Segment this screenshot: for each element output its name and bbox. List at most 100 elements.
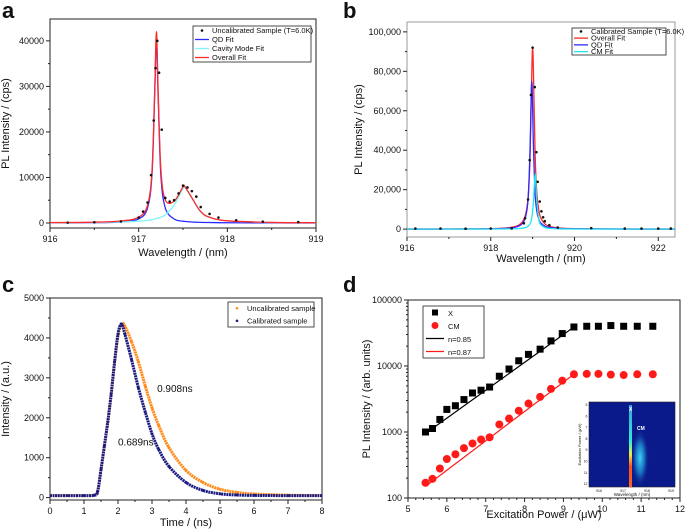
data-point: [195, 195, 198, 198]
data-point: [181, 184, 185, 187]
data-point: [510, 227, 513, 230]
data-point: [137, 386, 140, 390]
x-axis-title: Wavelength / (nm): [138, 247, 227, 259]
legend-frame: [571, 27, 667, 56]
data-point: [468, 439, 477, 448]
data-point: [589, 226, 593, 230]
data-point: [558, 376, 567, 385]
y-tick-label: 30000: [19, 81, 44, 91]
data-point: [184, 469, 188, 472]
data-point: [82, 494, 86, 498]
data-point: [149, 173, 153, 177]
inset-y-axis-title: Excitation Power / (μW): [577, 423, 582, 466]
inset-label-x: X: [629, 407, 633, 413]
series-cm-fit: [407, 173, 675, 230]
legend-label: QD Fit: [212, 35, 235, 44]
x-tick-label: 919: [308, 234, 323, 244]
x-tick-label: 7: [285, 506, 290, 516]
x-tick-label: 6: [444, 504, 449, 514]
data-point: [143, 410, 147, 414]
data-point: [451, 402, 459, 410]
inset-y-tick-label: 7: [586, 426, 588, 430]
data-point: [531, 46, 534, 49]
plot-area: [421, 322, 657, 487]
data-point: [99, 468, 103, 472]
series-overall-fit: [50, 31, 316, 224]
data-point: [150, 406, 154, 410]
data-point: [469, 389, 477, 397]
data-point: [163, 196, 167, 200]
data-point: [123, 332, 127, 336]
legend-label: Overall Fit: [591, 34, 626, 43]
y-axis-title: PL Intensity / (cps): [353, 84, 365, 175]
data-point: [157, 424, 161, 428]
data-point: [648, 370, 657, 379]
x-tick-label: 7: [483, 504, 488, 514]
plot-area: [407, 46, 675, 231]
data-point: [320, 494, 322, 498]
data-point: [201, 489, 205, 492]
data-point: [541, 215, 545, 219]
plot-area: [50, 321, 322, 498]
inset-spectrum-map: X CM 916 917 918 919 5 6 7 8 9 10 11 12 Wavelength / (…: [577, 401, 676, 497]
data-point: [439, 227, 442, 230]
y-tick-label: 3000: [24, 373, 44, 383]
data-point: [106, 420, 110, 424]
series-uncalibrated-sample-t-6-0k-: [66, 39, 300, 224]
data-point: [528, 158, 531, 162]
data-point: [436, 415, 444, 423]
data-point: [533, 85, 537, 89]
legend-marker: [235, 319, 239, 323]
series-uncalibrated-sample: [50, 321, 322, 498]
y-axis-title: Intensity / (a.u.): [0, 361, 12, 437]
data-point: [116, 332, 120, 336]
legend-label: n=0.87: [448, 348, 471, 357]
legend-label: Cavity Mode Fit: [212, 44, 265, 53]
data-point: [524, 399, 533, 408]
data-point: [515, 357, 523, 365]
data-point: [428, 474, 437, 483]
data-point: [536, 345, 544, 353]
data-point: [620, 322, 628, 330]
data-point: [130, 358, 134, 362]
data-point: [582, 369, 591, 378]
x-tick-label: 11: [636, 504, 645, 514]
x-tick-label: 3: [149, 506, 154, 516]
legend-frame: [227, 301, 315, 328]
x-tick-label: 2: [115, 506, 120, 516]
data-point: [201, 481, 205, 484]
x-tick-label: 10: [597, 504, 607, 514]
data-point: [120, 322, 123, 326]
inset-x-axis-title: Wavelength / (nm): [614, 492, 651, 497]
y-tick-label: 100000: [372, 295, 402, 305]
plot-area: [50, 31, 316, 224]
x-tick-label: 916: [42, 234, 57, 244]
data-point: [538, 200, 542, 203]
data-point: [130, 340, 134, 344]
data-point: [460, 396, 468, 404]
data-point: [103, 444, 106, 448]
data-point: [594, 322, 602, 330]
x-tick-label: 5: [405, 504, 410, 514]
data-point: [540, 210, 543, 213]
data-point: [529, 93, 533, 97]
data-point: [252, 494, 256, 497]
data-point: [414, 227, 417, 230]
legend-marker: [432, 309, 438, 316]
y-tick-label: 10000: [19, 172, 44, 182]
series-n-0-87: [425, 373, 575, 487]
data-point: [619, 371, 628, 380]
series-qd-fit: [50, 40, 316, 224]
inset-x-emission: [629, 405, 632, 487]
legend-marker: [235, 306, 239, 310]
x-tick-label: 0: [47, 506, 52, 516]
legend-label: Calibrated sample: [247, 316, 307, 325]
y-tick-label: 5000: [24, 293, 44, 303]
data-point: [65, 494, 69, 498]
data-point: [168, 200, 171, 203]
data-point: [546, 384, 555, 393]
inset-y-tick-label: 5: [586, 403, 588, 407]
data-point: [218, 487, 222, 491]
x-tick-label: 917: [131, 234, 146, 244]
data-point: [464, 227, 467, 231]
